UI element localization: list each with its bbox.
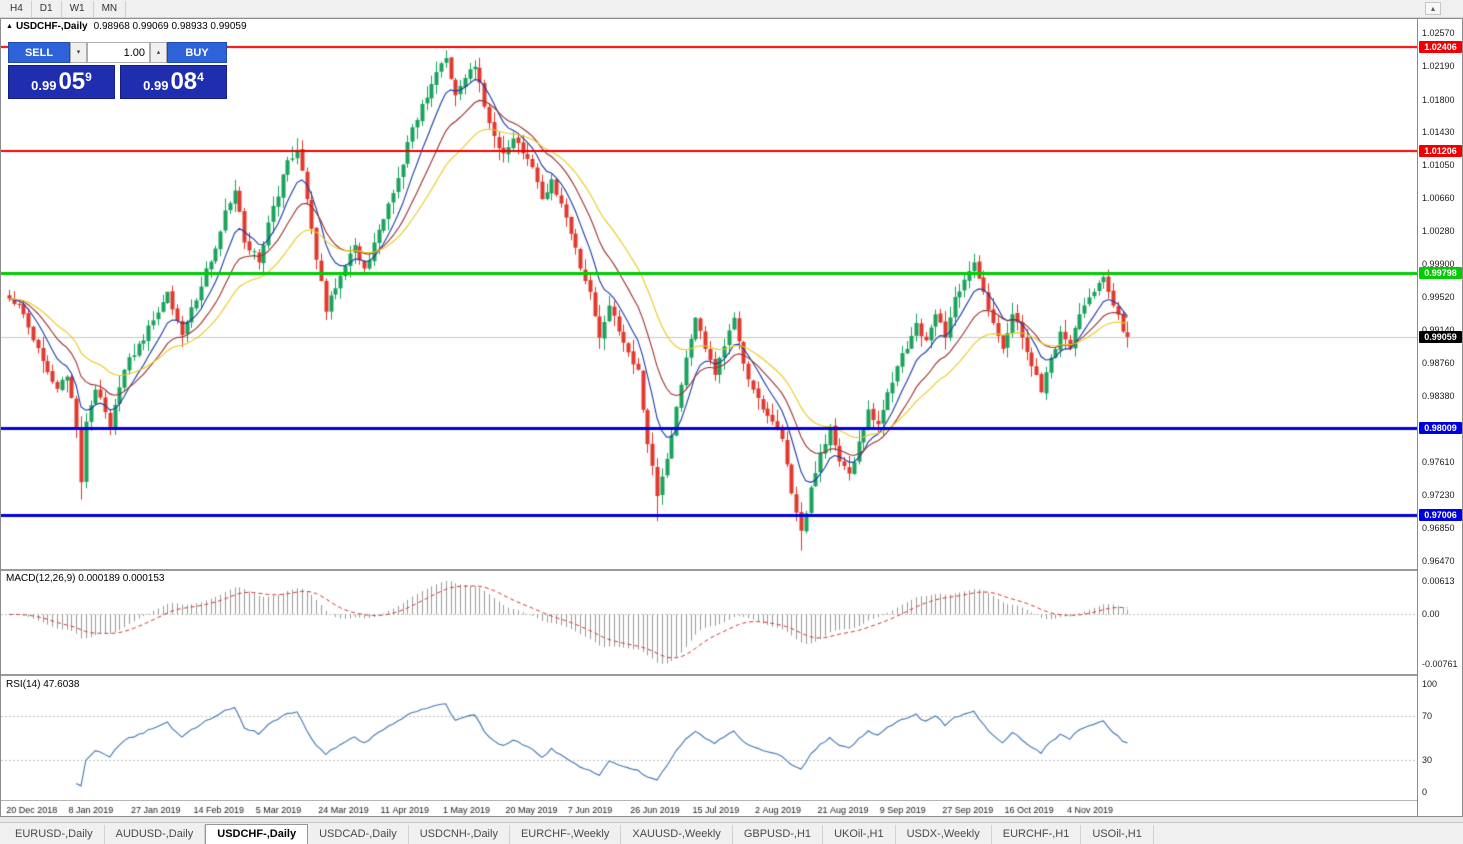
- rsi-tick: 0: [1422, 787, 1428, 797]
- price-tick: 0.97610: [1422, 457, 1455, 468]
- timeframe-button-h4[interactable]: H4: [2, 0, 32, 17]
- current-price-badge: 0.99059: [1419, 330, 1462, 343]
- chart-tab-gbpusd-h1[interactable]: GBPUSD-,H1: [733, 825, 824, 844]
- chart-tab-xauusd-weekly[interactable]: XAUUSD-,Weekly: [621, 825, 733, 844]
- price-tick: 1.00280: [1422, 226, 1455, 237]
- expand-icon[interactable]: ▲: [6, 23, 13, 30]
- chart-ohlc-values: 0.98968 0.99069 0.98933 0.99059: [93, 21, 247, 32]
- chart-symbol-header: ▲ USDCHF-,Daily 0.98968 0.99069 0.98933 0.…: [6, 21, 247, 32]
- timeframe-button-w1[interactable]: W1: [62, 0, 94, 17]
- axis-divider: [1, 800, 1462, 801]
- sell-price-point: 9: [85, 70, 92, 84]
- price-tick: 0.96850: [1422, 523, 1455, 534]
- buy-price-point: 4: [197, 70, 204, 84]
- volume-increase-icon[interactable]: ▴: [150, 42, 167, 63]
- price-tick: 1.01430: [1422, 126, 1455, 137]
- chart-symbol-label: USDCHF-,Daily: [15, 21, 88, 32]
- rsi-tick: 30: [1422, 754, 1433, 765]
- price-axis[interactable]: 1.02570 1.02190 1.01800 1.01430 1.01050 1.006…: [1417, 19, 1462, 816]
- chart-tab-usoil-h1[interactable]: USOil-,H1: [1081, 825, 1154, 844]
- timeframe-toolbar: H4 D1 W1 MN: [0, 0, 1463, 18]
- buy-price-pips: 08: [170, 68, 198, 95]
- price-tick: 1.02190: [1422, 60, 1455, 71]
- sell-price-pips: 05: [58, 68, 86, 95]
- timeframe-button-d1[interactable]: D1: [32, 0, 62, 17]
- sell-price-prefix: 0.99: [31, 77, 57, 93]
- buy-price-box[interactable]: 0.99 08 4: [120, 65, 227, 99]
- macd-tick: 0.00613: [1422, 576, 1455, 586]
- pane-divider[interactable]: [1, 674, 1462, 676]
- volume-decrease-icon[interactable]: ▾: [70, 42, 87, 63]
- macd-indicator-label: MACD(12,26,9) 0.000189 0.000153: [6, 573, 165, 584]
- level-price-badge: 0.97006: [1419, 508, 1462, 521]
- chart-window: ▲ USDCHF-,Daily 0.98968 0.99069 0.98933 0.…: [0, 18, 1463, 817]
- price-tick: 0.99900: [1422, 259, 1455, 270]
- macd-tick: -0.00761: [1422, 659, 1458, 669]
- one-click-trade-panel: SELL ▾ ▴ BUY 0.99 05 9 0.99 08 4: [8, 42, 227, 99]
- price-tick: 1.00660: [1422, 193, 1455, 204]
- level-price-badge: 1.02406: [1419, 41, 1462, 54]
- price-tick: 0.99140: [1422, 324, 1455, 335]
- toolbar-collapse-icon[interactable]: ▴: [1425, 2, 1441, 15]
- chart-tab-usdcad-daily[interactable]: USDCAD-,Daily: [308, 825, 409, 844]
- chart-tab-usdx-weekly[interactable]: USDX-,Weekly: [896, 825, 992, 844]
- chart-tab-eurchf-weekly[interactable]: EURCHF-,Weekly: [510, 825, 622, 844]
- rsi-tick: 70: [1422, 711, 1433, 722]
- chart-tab-ukoil-h1[interactable]: UKOil-,H1: [823, 825, 896, 844]
- chart-tab-bar: EURUSD-,Daily AUDUSD-,Daily USDCHF-,Daily U…: [0, 822, 1463, 844]
- chart-tab-audusd-daily[interactable]: AUDUSD-,Daily: [105, 825, 206, 844]
- price-tick: 0.98760: [1422, 357, 1455, 368]
- buy-button[interactable]: BUY: [167, 42, 227, 63]
- chart-tab-eurusd-daily[interactable]: EURUSD-,Daily: [4, 825, 105, 844]
- timeframe-button-mn[interactable]: MN: [94, 0, 127, 17]
- macd-tick: 0.00: [1422, 609, 1440, 620]
- sell-price-box[interactable]: 0.99 05 9: [8, 65, 115, 99]
- buy-price-prefix: 0.99: [143, 77, 169, 93]
- price-tick: 0.97230: [1422, 490, 1455, 501]
- price-tick: 1.02570: [1422, 28, 1455, 38]
- volume-input[interactable]: [87, 42, 150, 63]
- sell-button[interactable]: SELL: [8, 42, 70, 63]
- price-tick: 0.99520: [1422, 292, 1455, 302]
- price-tick: 0.98380: [1422, 390, 1455, 401]
- level-price-badge: 0.99798: [1419, 266, 1462, 279]
- rsi-tick: 100: [1422, 679, 1438, 689]
- rsi-indicator-label: RSI(14) 47.6038: [6, 679, 80, 690]
- chart-tab-eurchf-h1[interactable]: EURCHF-,H1: [992, 825, 1082, 844]
- chart-tab-usdchf-daily[interactable]: USDCHF-,Daily: [205, 824, 309, 844]
- price-chart-canvas[interactable]: [1, 19, 1417, 816]
- price-tick: 1.01800: [1422, 94, 1455, 105]
- pane-divider[interactable]: [1, 569, 1462, 571]
- price-tick: 1.01050: [1422, 159, 1455, 170]
- chart-tab-usdcnh-daily[interactable]: USDCNH-,Daily: [409, 825, 510, 844]
- level-price-badge: 1.01206: [1419, 145, 1462, 158]
- price-tick: 0.96470: [1422, 556, 1455, 566]
- level-price-badge: 0.98009: [1419, 421, 1462, 434]
